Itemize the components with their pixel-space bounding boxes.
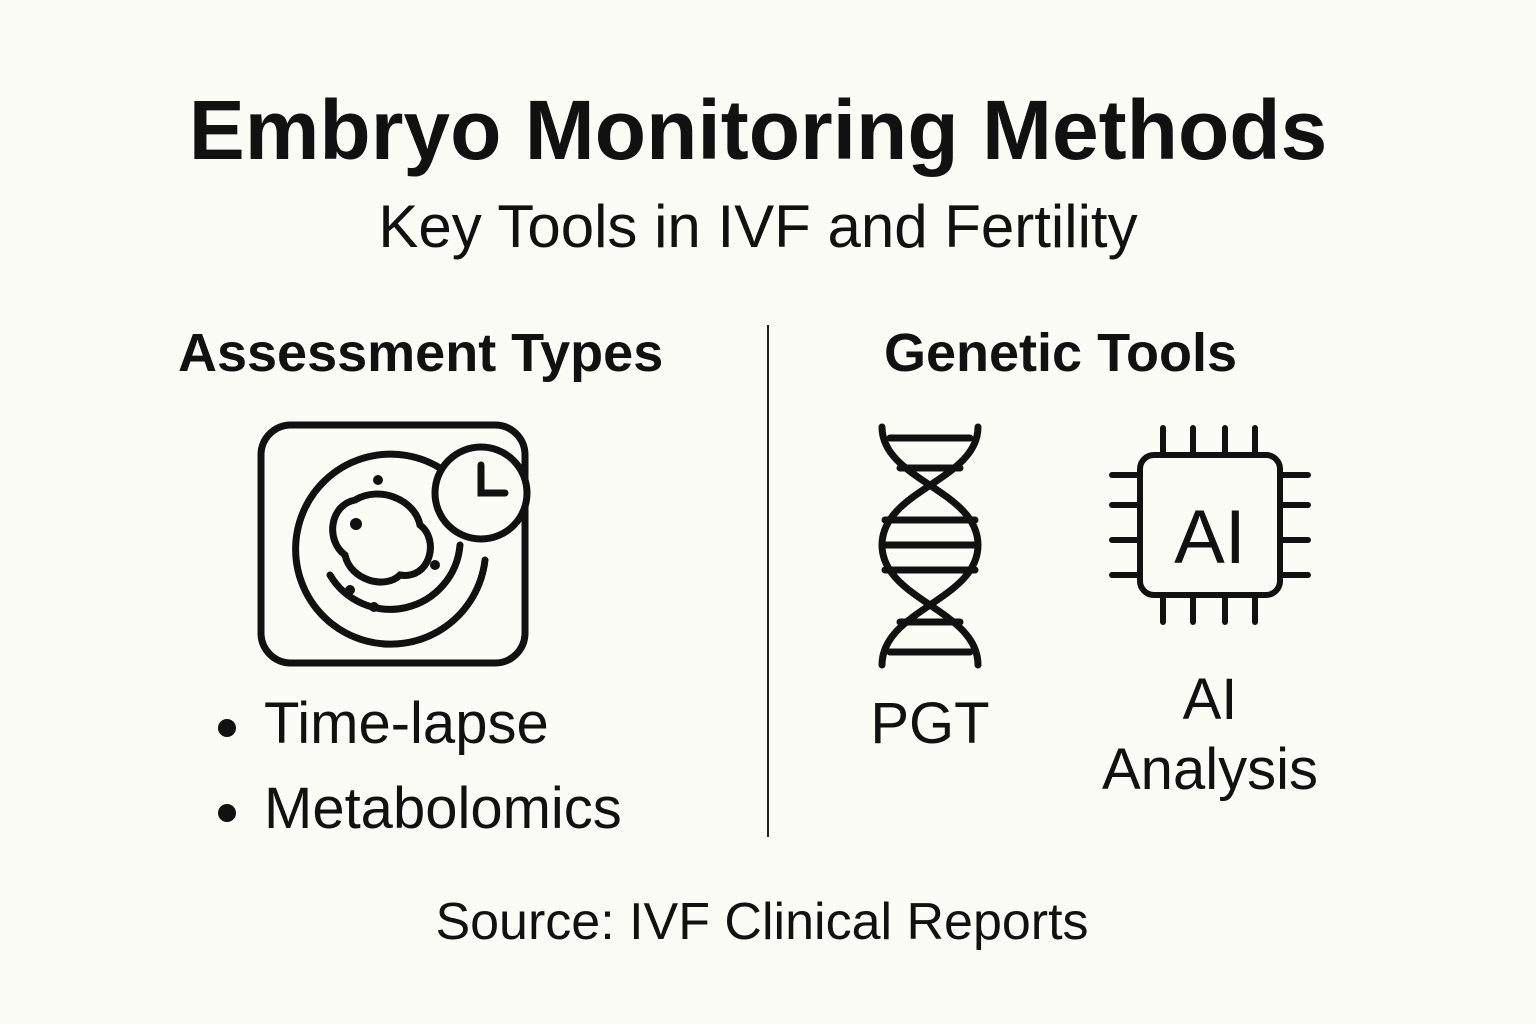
ai-analysis-label-line1: AI — [1182, 667, 1238, 732]
bullet-icon — [218, 803, 236, 822]
source-note: Source: IVF Clinical Reports — [435, 893, 1089, 951]
pgt-label: PGT — [870, 691, 990, 756]
assessment-types-heading: Assessment Types — [178, 323, 664, 383]
ai-analysis-label-line2: Analysis — [1102, 737, 1318, 802]
list-item: Metabolomics — [218, 775, 622, 842]
page-subtitle: Key Tools in IVF and Fertility — [378, 193, 1138, 260]
list-item-label: Metabolomics — [264, 776, 622, 841]
dna-icon — [878, 423, 982, 669]
ai-analysis-label: AI Analysis — [1080, 665, 1340, 805]
ai-chip-icon — [1109, 425, 1311, 625]
time-lapse-embryo-icon — [257, 421, 531, 667]
list-item-label: Time-lapse — [264, 691, 549, 756]
chip-text: AI — [1174, 495, 1246, 580]
genetic-tools-heading: Genetic Tools — [884, 323, 1238, 383]
bullet-icon — [218, 718, 236, 737]
page-title: Embryo Monitoring Methods — [188, 83, 1328, 177]
divider — [767, 325, 769, 837]
list-item: Time-lapse — [218, 690, 549, 757]
